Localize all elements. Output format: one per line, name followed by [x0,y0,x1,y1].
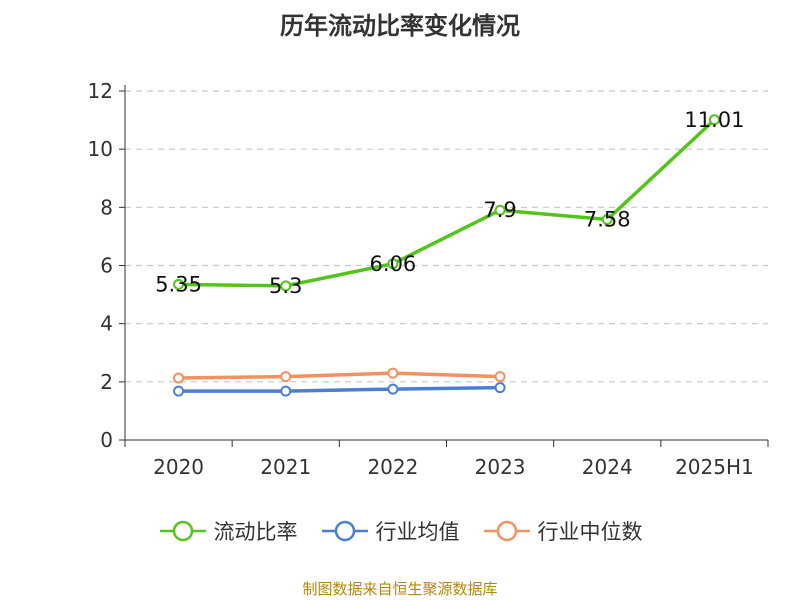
y-tick-label: 8 [100,195,113,219]
legend-label: 行业均值 [375,520,460,544]
data-point [387,367,399,379]
data-point [173,385,185,397]
legend-label: 行业中位数 [537,520,643,544]
legend-label: 流动比率 [213,520,298,544]
data-point [387,383,399,395]
data-label: 5.3 [269,274,302,298]
x-tick-label: 2025H1 [675,455,754,479]
y-tick-label: 0 [100,428,113,452]
y-tick-label: 12 [88,79,113,103]
x-tick-label: 2021 [260,455,311,479]
chart-title: 历年流动比率变化情况 [280,12,520,40]
x-tick-label: 2023 [475,455,526,479]
data-label: 7.9 [483,198,516,222]
y-tick-label: 4 [100,312,113,336]
data-point [280,280,292,292]
x-tick-label: 2022 [367,455,418,479]
data-point [387,258,399,270]
legend-swatch-icon [159,520,206,542]
y-tick-label: 2 [100,370,113,394]
legend-swatch-icon [321,520,368,542]
data-label: 7.58 [584,208,631,232]
data-point [173,372,185,384]
data-point [708,114,720,126]
legend-swatch-icon [483,520,530,542]
y-tick-label: 6 [100,254,113,278]
legend-item-1[interactable]: 流动比率 [158,516,298,546]
data-point [280,385,292,397]
x-tick-label: 2024 [582,455,633,479]
legend: 流动比率 行业均值 行业中位数 [0,516,800,546]
source-note: 制图数据来自恒生聚源数据库 [302,580,498,598]
data-point [173,278,185,290]
series-line-2 [178,385,501,393]
legend-item-3[interactable]: 行业中位数 [482,516,643,546]
data-label: 6.06 [370,252,417,276]
series-line-3 [178,371,501,380]
data-label: 11.01 [684,108,744,132]
data-point [280,371,292,383]
x-tick-label: 2020 [153,455,204,479]
data-point [601,214,613,226]
series-line-1 [178,118,716,288]
data-point [494,382,506,394]
data-point [494,204,506,216]
y-tick-label: 10 [88,137,113,161]
legend-item-2[interactable]: 行业均值 [320,516,460,546]
data-point [494,371,506,383]
data-label: 5.35 [155,272,202,296]
